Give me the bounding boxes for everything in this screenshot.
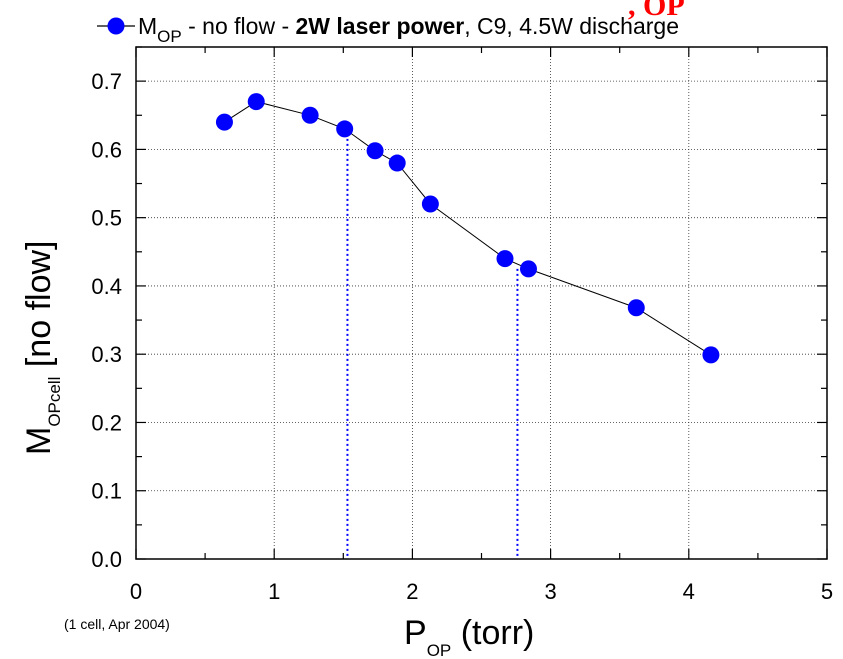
plot-frame xyxy=(135,46,828,560)
legend-label: MOP - no flow - 2W laser power, C9, 4.5W… xyxy=(138,13,679,46)
data-point xyxy=(366,142,384,160)
cropped-heading-fragment: , OP xyxy=(628,0,685,22)
legend-label-part1: - no flow - xyxy=(182,13,296,39)
series-polyline xyxy=(224,101,712,356)
y-tick-label: 0.4 xyxy=(91,274,122,299)
legend-label-main: M xyxy=(138,13,157,39)
data-point xyxy=(702,346,720,364)
grid xyxy=(136,47,827,559)
y-tick-label: 0.3 xyxy=(91,342,122,367)
minor-ticks xyxy=(135,46,828,560)
x-tick-labels: 0 1 2 3 4 5 xyxy=(130,579,833,604)
x-tick-label: 2 xyxy=(406,579,418,604)
x-tick-label: 4 xyxy=(683,579,695,604)
x-tick-label: 0 xyxy=(130,579,142,604)
reference-lines xyxy=(346,128,519,559)
data-point xyxy=(421,195,439,213)
x-axis-title-rest: (torr) xyxy=(451,614,534,652)
y-tick-label: 0.6 xyxy=(91,137,122,162)
data-point xyxy=(627,299,645,317)
x-axis-title: POP (torr) xyxy=(404,614,534,659)
data-point xyxy=(519,260,537,278)
y-tick-label: 0.0 xyxy=(91,547,122,572)
y-axis-title-sub: OPcell xyxy=(45,377,64,427)
x-axis-title-sub: OP xyxy=(427,641,452,659)
data-point xyxy=(388,154,406,172)
y-axis-title: MOPcell [no flow] xyxy=(20,241,64,455)
y-tick-label: 0.2 xyxy=(91,410,122,435)
data-point xyxy=(496,250,514,268)
y-tick-labels: 0.0 0.1 0.2 0.3 0.4 0.5 0.6 0.7 xyxy=(91,69,122,572)
data-point xyxy=(247,93,265,111)
y-tick-label: 0.5 xyxy=(91,206,122,231)
legend-label-bold: 2W laser power xyxy=(296,13,465,39)
y-tick-label: 0.1 xyxy=(91,479,122,504)
x-tick-label: 5 xyxy=(821,579,833,604)
x-axis-title-main: P xyxy=(404,614,427,652)
legend: MOP - no flow - 2W laser power, C9, 4.5W… xyxy=(97,13,679,46)
y-axis-title-main: M xyxy=(20,427,58,455)
legend-marker xyxy=(107,17,125,35)
x-tick-label: 1 xyxy=(268,579,280,604)
y-axis-title-rest: [no flow] xyxy=(20,241,58,377)
data-point xyxy=(336,120,354,138)
data-point xyxy=(215,113,233,131)
series-line xyxy=(224,101,712,356)
legend-label-part2: , C9, 4.5W discharge xyxy=(464,13,679,39)
legend-label-sub: OP xyxy=(157,27,182,46)
x-tick-label: 3 xyxy=(544,579,556,604)
data-points xyxy=(215,93,720,364)
data-point xyxy=(301,106,319,124)
y-tick-label: 0.7 xyxy=(91,69,122,94)
note-annotation: (1 cell, Apr 2004) xyxy=(64,616,170,632)
